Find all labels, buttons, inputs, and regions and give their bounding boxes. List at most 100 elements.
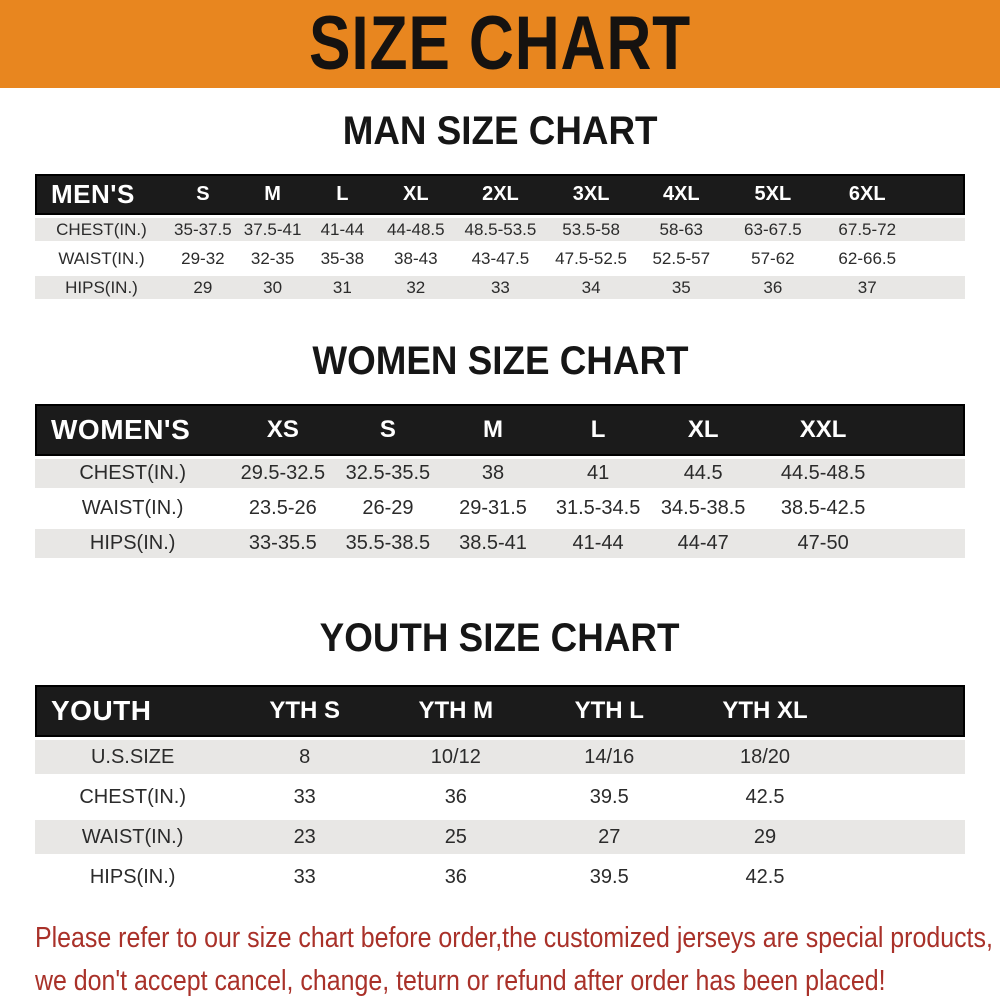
value-cell: 30 [237,273,308,302]
value-cell: 44-47 [650,526,756,561]
value-cell: 53.5-58 [546,215,636,244]
filler-cell [891,491,965,526]
filler-cell [844,857,965,897]
filler-cell [916,244,965,273]
value-cell: 48.5-53.5 [454,215,547,244]
filler-cell [844,777,965,817]
row-label-cell: WAIST(IN.) [58,248,145,268]
size-header-cell: 3XL [546,174,636,215]
table-row: WAIST(IN.) 23 25 27 29 [35,817,965,857]
row-label-cell: U.S.SIZE [35,737,231,777]
value-cell: 38-43 [394,248,438,268]
value-cell: 58-63 [635,215,727,244]
value-cell: 47.5-52.5 [555,248,627,268]
filler-cell [890,456,965,491]
value-cell: 44.5-48.5 [755,456,891,491]
size-header-cell: 2XL [454,174,547,215]
value-cell: 41-44 [545,526,651,561]
value-cell: 32-35 [250,248,295,268]
size-header-cell: S [168,174,238,215]
size-header-cell: M [440,404,546,456]
size-header-cell: 4XL [635,174,727,215]
size-header-cell: YTH XL [685,685,845,737]
value-cell: 36 [444,785,467,808]
women-section-title: WOMEN SIZE CHART [0,340,1000,382]
table-row: HIPS(IN.) 33 36 39.5 42.5 [35,857,965,897]
size-header-cell: YTH S [230,685,380,737]
filler-cell [915,215,965,244]
size-header-cell: XL [377,174,455,215]
value-cell: 67.5-72 [818,215,916,244]
value-cell: 33-35.5 [230,526,336,561]
banner-title: SIZE CHART [308,1,692,86]
row-label-cell: CHEST(IN.) [35,456,231,491]
value-cell: 27 [532,817,686,857]
row-label-cell: CHEST(IN.) [35,215,168,244]
value-cell: 39.5 [589,785,629,808]
value-cell: 35.5-38.5 [335,526,441,561]
size-header-cell: XL [650,404,756,456]
order-note-line-1: Please refer to our size chart before or… [35,922,993,954]
row-label-cell: CHEST(IN.) [79,785,186,808]
youth-section-title-text: YOUTH SIZE CHART [320,616,680,660]
value-cell: 42.5 [745,785,785,808]
value-cell: 38 [440,456,546,491]
value-cell: 35-38 [320,248,365,268]
table-row: U.S.SIZE 8 10/12 14/16 18/20 [35,737,965,777]
value-cell: 32 [377,273,455,302]
value-cell: 29.5-32.5 [230,456,336,491]
value-cell: 31 [307,273,378,302]
value-cell: 36 [444,865,467,888]
value-cell: 35-37.5 [168,215,238,244]
men-size-table: MEN'S S M L XL 2XL 3XL 4XL 5XL 6XL CHEST(IN.) 35-37… [35,174,965,302]
value-cell: 31.5-34.5 [555,497,641,519]
value-cell: 33 [454,273,547,302]
women-section-title-text: WOMEN SIZE CHART [311,339,689,383]
value-cell: 26-29 [362,497,414,519]
value-cell: 14/16 [532,737,686,777]
value-cell: 23 [230,817,380,857]
women-size-table: WOMEN'S XS S M L XL XXL CHEST(IN.) 29.5-32.5 32.5… [35,404,965,561]
value-cell: 25 [379,817,533,857]
value-cell: 47-50 [755,526,891,561]
value-cell: 29-32 [181,248,225,268]
row-label-cell: WAIST(IN.) [81,497,184,519]
value-cell: 33 [293,865,316,888]
filler-cell [915,273,965,302]
banner: SIZE CHART [0,0,1000,88]
youth-section: YOUTH SIZE CHART YOUTH YTH S YTH M YTH L YTH… [0,617,1000,897]
men-section: MAN SIZE CHART MEN'S S M L XL 2XL 3XL 4XL 5XL 6XL… [0,110,1000,302]
men-section-title: MAN SIZE CHART [0,110,1000,152]
filler-cell [844,685,965,737]
size-header-cell: L [545,404,651,456]
value-cell: 29-31.5 [459,497,527,519]
filler-cell [890,526,965,561]
value-cell: 37 [818,273,916,302]
value-cell: 35 [635,273,727,302]
value-cell: 37.5-41 [237,215,308,244]
value-cell: 32.5-35.5 [335,456,441,491]
size-header-cell: 6XL [818,174,916,215]
value-cell: 42.5 [745,865,785,888]
value-cell: 33 [293,785,316,808]
value-cell: 44-48.5 [377,215,455,244]
value-cell: 23.5-26 [248,497,317,519]
table-row: WAIST(IN.) 23.5-26 26-29 29-31.5 31.5-34.5 34… [35,491,965,526]
table-row: CHEST(IN.) 35-37.5 37.5-41 41-44 44-48.5 48.5… [35,215,965,244]
value-cell: 44.5 [650,456,756,491]
table-title-cell: YOUTH [35,685,231,737]
filler-cell [844,737,965,777]
size-header-cell: YTH L [532,685,686,737]
size-header-cell: XS [230,404,336,456]
table-row: HIPS(IN.) 29 30 31 32 33 34 35 36 37 [35,273,965,302]
value-cell: 10/12 [379,737,533,777]
table-row: CHEST(IN.) 29.5-32.5 32.5-35.5 38 41 44.5 44.5… [35,456,965,491]
row-label-cell: HIPS(IN.) [35,526,231,561]
order-note-line-2: we don't accept cancel, change, teturn o… [35,965,886,997]
size-header-cell: L [307,174,378,215]
value-cell: 57-62 [751,248,795,268]
value-cell: 29 [685,817,845,857]
table-row: HIPS(IN.) 33-35.5 35.5-38.5 38.5-41 41-44 44-… [35,526,965,561]
order-note: Please refer to our size chart before or… [35,919,1000,1005]
